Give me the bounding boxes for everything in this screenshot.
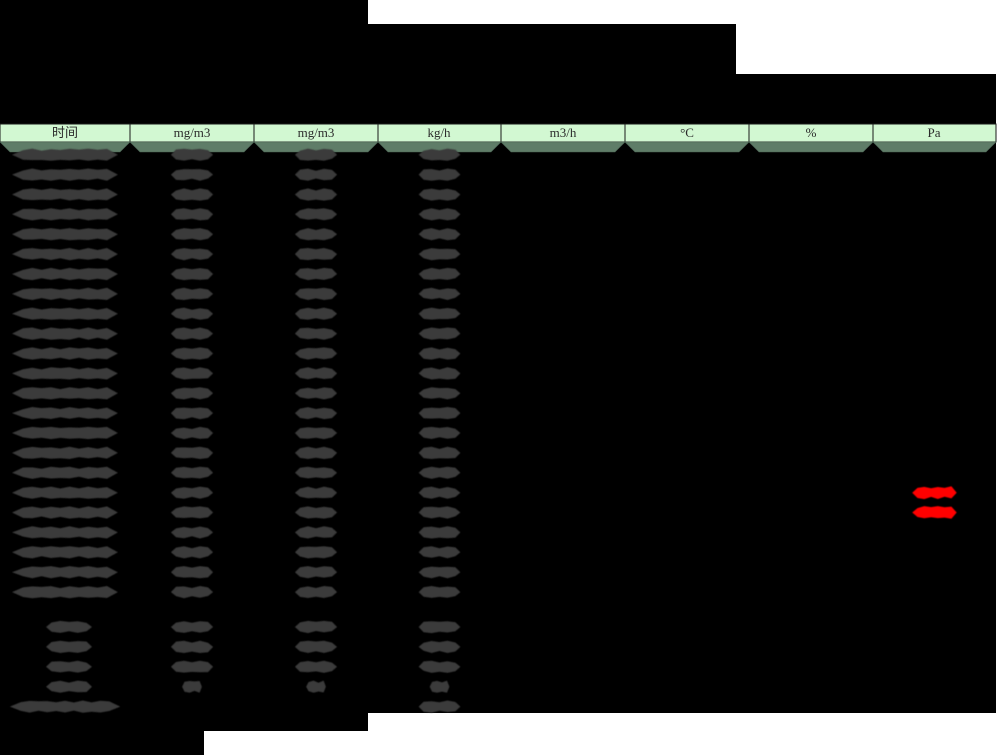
- svg-text:°C: °C: [680, 125, 694, 140]
- svg-text:mg/m3: mg/m3: [174, 125, 211, 140]
- svg-text:kg/h: kg/h: [427, 125, 451, 140]
- svg-text:Pa: Pa: [928, 125, 941, 140]
- svg-text:%: %: [806, 125, 817, 140]
- svg-text:时间: 时间: [52, 125, 78, 140]
- svg-text:mg/m3: mg/m3: [298, 125, 335, 140]
- svg-text:m3/h: m3/h: [550, 125, 577, 140]
